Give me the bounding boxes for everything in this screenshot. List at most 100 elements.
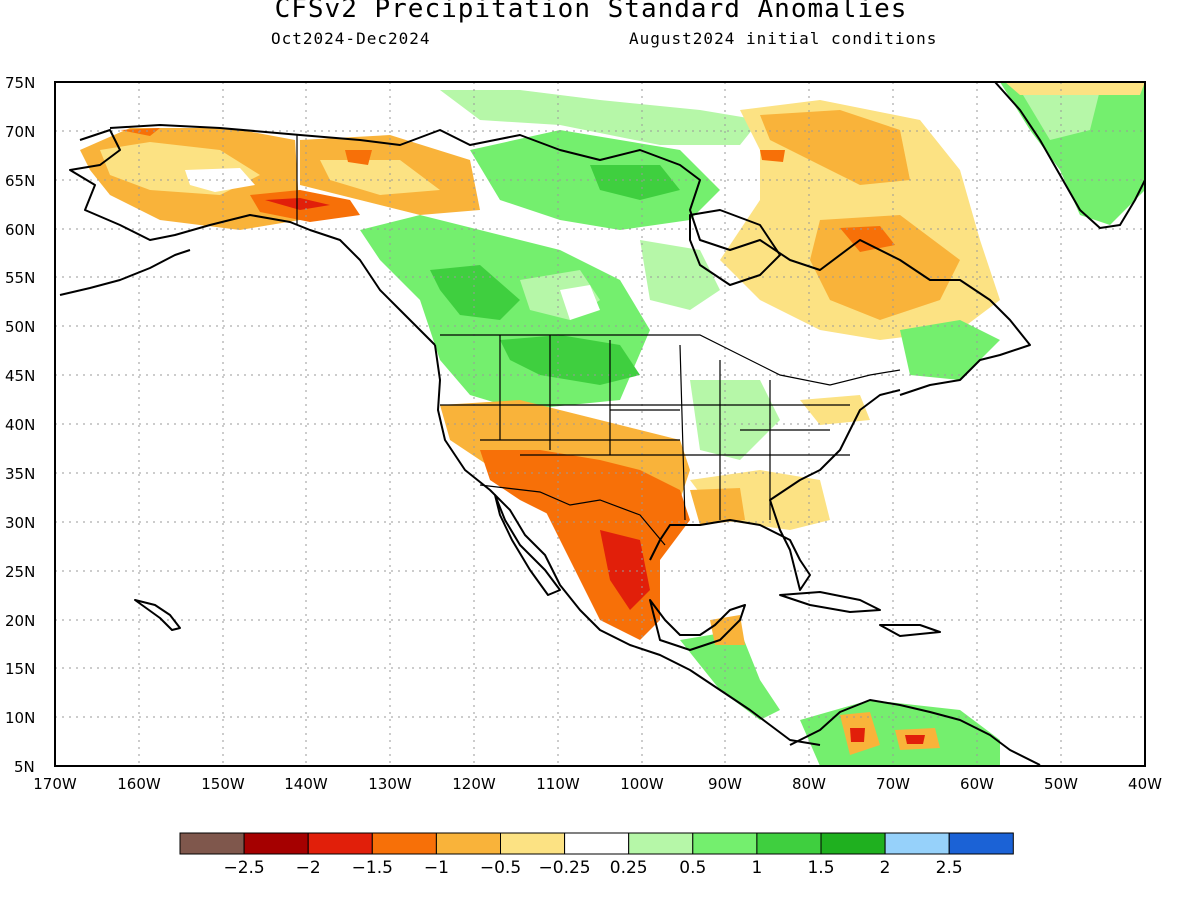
colorbar: −2.5 −2 −1.5 −1 −0.5 −0.25 0.25 0.5 1 1.5 2 2.5 [179, 832, 1014, 878]
border-us-mexico [479, 484, 666, 546]
colorbar-label: −2 [296, 858, 321, 878]
lon-label: 110W [536, 775, 580, 793]
colorbar-swatch [243, 832, 309, 855]
anomaly-yukon-light [320, 160, 440, 195]
lon-label: 70W [876, 775, 910, 793]
colorbar-label: −0.25 [539, 858, 591, 878]
map-frame [54, 81, 1146, 767]
anomaly-bc-darker [430, 265, 520, 320]
coastline-hudson-bay [689, 209, 781, 286]
lon-label: 120W [452, 775, 496, 793]
coastline-hawaii [134, 599, 181, 631]
chart-title: CFSv2 Precipitation Standard Anomalies [274, 0, 908, 24]
coastline-aleutians [59, 249, 191, 296]
colorbar-swatch [948, 832, 1014, 855]
coastline-greenland [994, 82, 1145, 229]
anomaly-mexico-core [600, 530, 650, 610]
colorbar-label: −1 [424, 858, 449, 878]
lat-label: 10N [5, 709, 35, 727]
lon-label: 50W [1044, 775, 1078, 793]
lat-label: 5N [14, 758, 35, 776]
forecast-period: Oct2024-Dec2024 [271, 29, 431, 48]
coastline-cuba [779, 591, 881, 613]
lat-label: 35N [5, 465, 35, 483]
colorbar-swatch [435, 832, 501, 855]
colorbar-swatch [371, 832, 437, 855]
coastline-hispaniola [879, 624, 941, 637]
colorbar-swatch [307, 832, 373, 855]
lon-axis: 170W 160W 150W 140W 130W 120W 110W 100W … [33, 775, 1162, 793]
colorbar-label: 2 [880, 858, 891, 878]
lat-label: 25N [5, 563, 35, 581]
anomaly-sa-core-east [905, 735, 925, 744]
anomaly-labrador-core [840, 226, 895, 252]
anomaly-plains-white [560, 285, 600, 320]
anomaly-baffin [760, 110, 910, 185]
lat-label: 55N [5, 269, 35, 287]
anomaly-northeast [800, 395, 870, 425]
border-us-canada [440, 334, 901, 386]
colorbar-swatch [820, 832, 886, 855]
coastline-south-america [789, 699, 1041, 766]
border-us-states [440, 335, 850, 521]
lat-axis: 75N 70N 65N 60N 55N 50N 45N 40N 35N 30N … [5, 74, 35, 776]
coastline-arctic [109, 124, 1031, 396]
lon-label: 130W [368, 775, 412, 793]
anomaly-greenland [1000, 82, 1145, 225]
colorbar-label: −2.5 [223, 858, 264, 878]
anomaly-alaska-core [185, 168, 255, 192]
coastline-west-us [434, 344, 821, 746]
borders [296, 135, 901, 546]
anomaly-baffin-core [760, 150, 785, 162]
lat-label: 50N [5, 318, 35, 336]
anomaly-yukon-core [345, 150, 372, 165]
lon-label: 90W [708, 775, 742, 793]
colorbar-swatch [692, 832, 758, 855]
colorbar-swatch [564, 832, 630, 855]
lat-label: 75N [5, 74, 35, 92]
anomaly-ontario-light [640, 240, 720, 310]
colorbar-label: −0.5 [480, 858, 521, 878]
anomaly-gulf-coast [690, 488, 745, 525]
anomaly-sa-core [850, 728, 865, 742]
lon-label: 160W [117, 775, 161, 793]
colorbar-swatch [884, 832, 950, 855]
lon-label: 60W [960, 775, 994, 793]
coastlines [59, 82, 1145, 766]
anomaly-greenland-tip [1005, 82, 1145, 95]
lon-label: 170W [33, 775, 77, 793]
lat-label: 70N [5, 123, 35, 141]
lat-label: 45N [5, 367, 35, 385]
coastline-yucatan [649, 599, 746, 651]
lat-label: 65N [5, 172, 35, 190]
lon-label: 150W [201, 775, 245, 793]
coastline-baja [494, 494, 561, 596]
lat-label: 30N [5, 514, 35, 532]
coastline-alaska [69, 129, 436, 346]
colorbar-label: 1 [751, 858, 762, 878]
anomaly-ohio-valley [690, 380, 780, 460]
colorbar-swatch [179, 832, 245, 855]
lon-label: 100W [620, 775, 664, 793]
anomaly-quebec-orange [810, 215, 960, 320]
grid-lines [55, 82, 1145, 766]
anomaly-central-america [680, 630, 780, 720]
initial-conditions: August2024 initial conditions [629, 29, 938, 48]
anomaly-hudson-darker [590, 165, 680, 200]
lat-label: 60N [5, 221, 35, 239]
colorbar-label: 1.5 [807, 858, 834, 878]
colorbar-swatch [756, 832, 822, 855]
colorbar-swatch [500, 832, 566, 855]
anomaly-greenland-light [1020, 90, 1100, 140]
lon-label: 40W [1128, 775, 1162, 793]
lat-label: 40N [5, 416, 35, 434]
lat-label: 15N [5, 660, 35, 678]
colorbar-label: 0.25 [610, 858, 648, 878]
lon-label: 80W [792, 775, 826, 793]
colorbar-label: −1.5 [352, 858, 393, 878]
colorbar-label: 0.5 [679, 858, 706, 878]
colorbar-swatch [628, 832, 694, 855]
anomaly-plains-darker [500, 335, 640, 385]
lat-label: 20N [5, 612, 35, 630]
